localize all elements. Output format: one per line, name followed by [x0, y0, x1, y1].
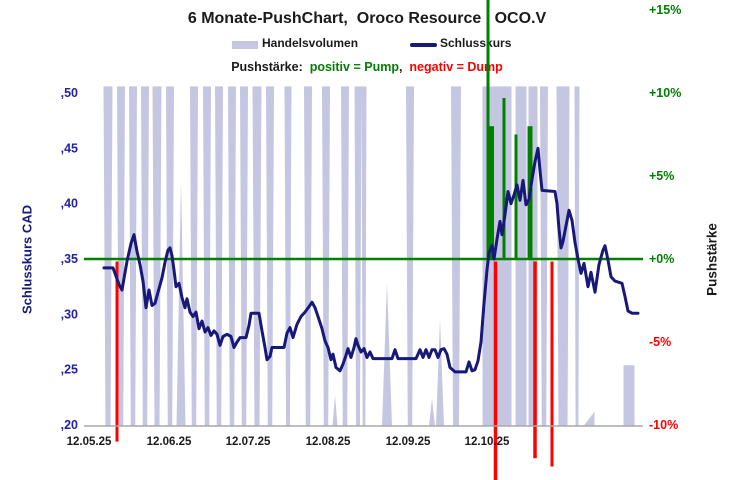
push-bar-positive [502, 97, 506, 259]
right-axis-tick: +5% [649, 169, 674, 183]
right-axis-tick: +10% [649, 86, 681, 100]
right-axis-tick: +15% [649, 3, 681, 17]
volume-spike [406, 86, 414, 427]
legend-price-label: Schlusskurs [440, 36, 512, 50]
push-legend-negative: negativ = Dump [409, 60, 503, 74]
volume-spike [540, 86, 548, 427]
volume-spike [332, 395, 338, 426]
volume-spike [341, 86, 349, 427]
volume-spike [215, 86, 223, 427]
volume-spike [515, 86, 527, 427]
push-legend-prefix: Pushstärke: [231, 60, 310, 74]
push-bar-positive [486, 0, 490, 259]
left-axis-tick: ,40 [61, 197, 78, 211]
volume-spike [228, 86, 236, 427]
volume-spike [354, 86, 362, 427]
volume-spike [203, 86, 211, 427]
volume-spike [176, 179, 186, 426]
push-bar-negative [493, 261, 498, 480]
legend-row: Handelsvolumen Schlusskurs [0, 36, 734, 52]
left-axis-tick: ,30 [61, 307, 78, 321]
left-axis-tick: ,20 [61, 418, 78, 432]
volume-spike [304, 86, 312, 427]
x-axis-tick: 12.10.25 [465, 436, 510, 448]
volume-spike [117, 86, 125, 427]
volume-spike [129, 86, 137, 427]
volume-spike [361, 86, 367, 427]
right-axis-tick: +0% [649, 252, 674, 266]
volume-spike [266, 86, 274, 427]
volume-spike [141, 86, 149, 427]
volume-spike [103, 86, 113, 427]
left-axis-tick: ,25 [61, 363, 78, 377]
push-legend-separator: , [398, 60, 410, 74]
volume-spike [166, 86, 174, 427]
volume-spike [556, 86, 570, 427]
x-axis-tick: 12.08.25 [306, 436, 351, 448]
x-axis-tick: 12.09.25 [386, 436, 431, 448]
push-bar-positive [489, 126, 494, 259]
volume-spike [252, 86, 262, 427]
left-axis-tick: ,45 [61, 141, 78, 155]
volume-spike [451, 86, 461, 427]
left-axis-tick: ,50 [61, 86, 78, 100]
right-axis-tick: -5% [649, 335, 671, 349]
x-axis-tick: 12.05.25 [67, 436, 112, 448]
volume-spike [322, 86, 330, 427]
volume-spike [583, 411, 595, 426]
push-bar-negative [533, 261, 537, 459]
x-axis-tick: 12.07.25 [226, 436, 271, 448]
volume-spike [152, 86, 162, 427]
push-bar-negative [550, 261, 554, 467]
x-axis-tick: 12.06.25 [147, 436, 192, 448]
push-bar-negative [115, 261, 119, 442]
price-line [102, 146, 640, 374]
volume-spike [623, 365, 635, 426]
push-bar-positive [514, 134, 518, 259]
volume-spike [436, 318, 444, 426]
left-axis-tick: ,35 [61, 252, 78, 266]
push-legend-positive: positiv = Pump [309, 60, 399, 74]
price-line-swatch-icon [410, 43, 437, 47]
volume-spike [382, 282, 392, 426]
right-axis-tick: -10% [649, 418, 678, 432]
volume-spike [240, 86, 248, 427]
push-legend-row: Pushstärke: positiv = Pump, negativ = Du… [0, 60, 734, 74]
volume-spike [429, 398, 435, 426]
volume-spike [190, 86, 198, 427]
legend-volume-label: Handelsvolumen [262, 36, 359, 50]
volume-swatch-icon [232, 41, 258, 49]
volume-spike [284, 86, 292, 427]
